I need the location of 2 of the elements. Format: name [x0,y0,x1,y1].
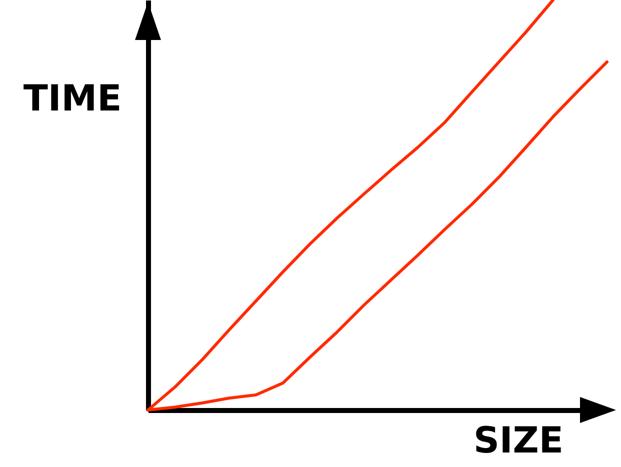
x-axis-title: SIZE [473,420,564,462]
y-axis-title: TIME [23,78,122,120]
